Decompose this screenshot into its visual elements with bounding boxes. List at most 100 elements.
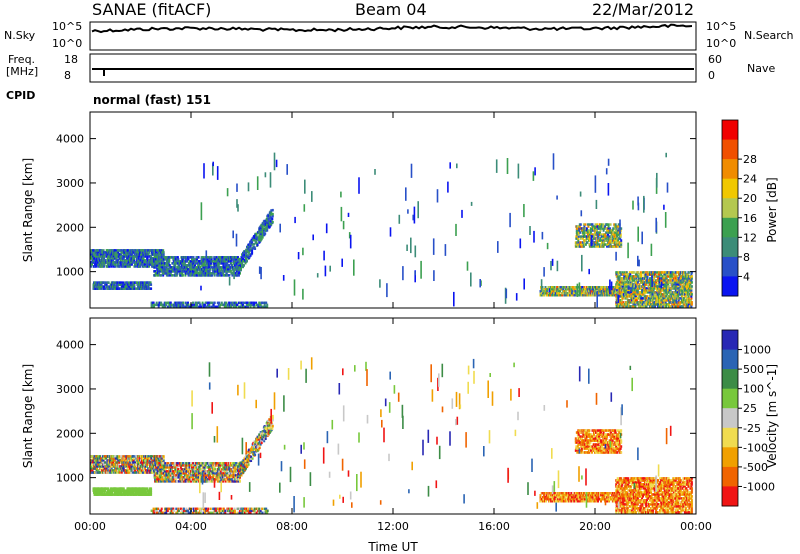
- data-cell: [138, 255, 140, 258]
- data-cell: [220, 272, 223, 275]
- data-cell: [232, 258, 235, 261]
- data-cell: [220, 268, 223, 271]
- data-cell: [690, 293, 693, 296]
- data-cell: [219, 303, 222, 307]
- data-cell: [104, 251, 107, 254]
- data-cell: [297, 252, 300, 260]
- data-cell: [208, 270, 211, 273]
- data-cell: [215, 260, 218, 263]
- data-cell: [186, 305, 189, 309]
- data-cell: [114, 251, 117, 254]
- data-cell: [541, 294, 543, 297]
- data-cell: [174, 260, 177, 263]
- data-cell: [208, 303, 211, 307]
- data-cell: [660, 281, 663, 289]
- data-cell: [203, 163, 205, 179]
- data-cell: [329, 265, 331, 272]
- data-cell: [261, 224, 264, 234]
- data-cell: [153, 305, 156, 309]
- data-cell: [150, 305, 153, 309]
- data-cell: [663, 204, 665, 210]
- data-cell: [154, 260, 157, 263]
- data-cell: [216, 262, 219, 265]
- data-cell: [228, 301, 231, 305]
- data-cell: [131, 283, 134, 286]
- data-cell: [225, 301, 228, 305]
- data-cell: [243, 260, 245, 263]
- data-cell: [268, 225, 271, 228]
- data-cell: [148, 259, 151, 262]
- data-cell: [258, 301, 261, 305]
- data-cell: [112, 287, 115, 290]
- data-cell: [204, 270, 207, 273]
- data-cell: [207, 272, 210, 275]
- data-cell: [131, 261, 134, 264]
- data-cell: [192, 256, 195, 259]
- data-cell: [90, 265, 92, 268]
- data-cell: [690, 281, 693, 284]
- data-cell: [255, 301, 258, 305]
- data-cell: [200, 285, 202, 291]
- data-cell: [234, 303, 237, 307]
- data-cell: [113, 281, 116, 284]
- data-cell: [239, 305, 242, 309]
- data-cell: [176, 272, 179, 275]
- data-cell: [559, 290, 562, 293]
- data-cell: [165, 256, 168, 259]
- data-cell: [230, 305, 233, 309]
- data-cell: [189, 272, 191, 275]
- data-cell: [228, 264, 231, 267]
- data-cell: [114, 265, 117, 268]
- data-cell: [558, 292, 561, 295]
- data-cell: [242, 301, 245, 305]
- data-cell: [114, 263, 117, 266]
- data-cell: [164, 258, 167, 261]
- data-cell: [128, 251, 131, 254]
- y-tick-label: 4000: [56, 133, 84, 146]
- data-cell: [144, 259, 146, 262]
- data-cell: [449, 162, 451, 169]
- data-cell: [97, 255, 100, 258]
- data-cell: [584, 223, 587, 226]
- data-cell: [127, 281, 130, 284]
- data-cell: [95, 253, 97, 256]
- data-cell: [664, 212, 667, 228]
- data-cell: [197, 268, 200, 271]
- data-cell: [687, 271, 690, 274]
- data-cell: [99, 261, 102, 264]
- data-cell: [175, 274, 178, 277]
- data-cell: [96, 259, 99, 262]
- data-cell: [539, 292, 542, 295]
- data-cell: [189, 266, 191, 269]
- data-cell: [116, 285, 119, 288]
- data-cell: [97, 249, 100, 252]
- data-cell: [160, 274, 163, 277]
- data-cell: [187, 303, 190, 307]
- data-cell: [111, 257, 114, 260]
- data-cell: [201, 301, 204, 305]
- data-cell: [553, 292, 556, 295]
- data-cell: [143, 265, 145, 268]
- data-cell: [93, 249, 95, 252]
- data-cell: [205, 250, 208, 259]
- data-cell: [224, 262, 227, 265]
- data-cell: [253, 246, 256, 249]
- data-cell: [590, 234, 593, 247]
- data-cell: [218, 305, 221, 309]
- data-cell: [637, 196, 639, 206]
- data-cell: [228, 277, 231, 286]
- data-cell: [562, 288, 565, 291]
- data-cell: [106, 257, 109, 260]
- data-cell: [495, 159, 498, 173]
- data-cell: [160, 301, 163, 305]
- data-cell: [125, 253, 128, 256]
- data-cell: [246, 245, 248, 249]
- data-cell: [255, 240, 258, 243]
- data-cell: [323, 250, 325, 261]
- data-cell: [256, 176, 259, 190]
- data-cell: [235, 301, 238, 305]
- data-cell: [588, 268, 590, 275]
- data-cell: [192, 301, 194, 305]
- data-cell: [153, 303, 156, 307]
- data-cell: [214, 262, 217, 265]
